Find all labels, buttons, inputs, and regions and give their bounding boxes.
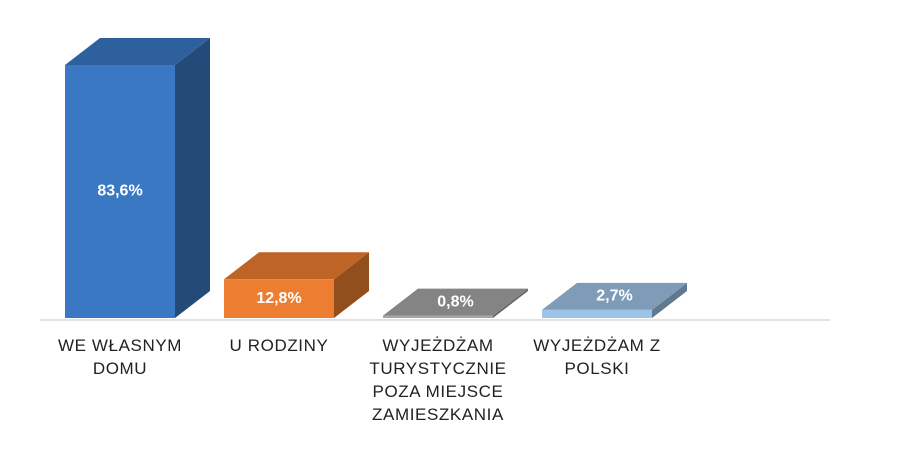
bar xyxy=(542,309,652,318)
category-label: WYJEŻDŻAM Z POLSKI xyxy=(533,336,661,378)
bar-side xyxy=(175,38,210,318)
bar-top xyxy=(383,288,528,316)
bar-top xyxy=(65,38,210,65)
bar-side xyxy=(493,288,528,318)
category-label: WE WŁASNYM DOMU xyxy=(57,336,183,378)
bar xyxy=(224,279,334,318)
category-label: U RODZINY xyxy=(229,336,329,355)
value-label: 83,6% xyxy=(97,183,142,200)
bar xyxy=(383,315,493,318)
value-label: 0,8% xyxy=(437,293,473,310)
category-label: WYJEŻDŻAM TURYSTYCZNIE POZA MIEJSCE ZAMI… xyxy=(369,336,507,424)
value-label: 2,7% xyxy=(596,288,632,305)
bar xyxy=(65,65,175,318)
bar-side xyxy=(652,282,687,318)
bar-top xyxy=(542,282,687,310)
bar-top xyxy=(224,252,369,280)
bar-side xyxy=(334,252,369,318)
value-label: 12,8% xyxy=(256,290,301,307)
